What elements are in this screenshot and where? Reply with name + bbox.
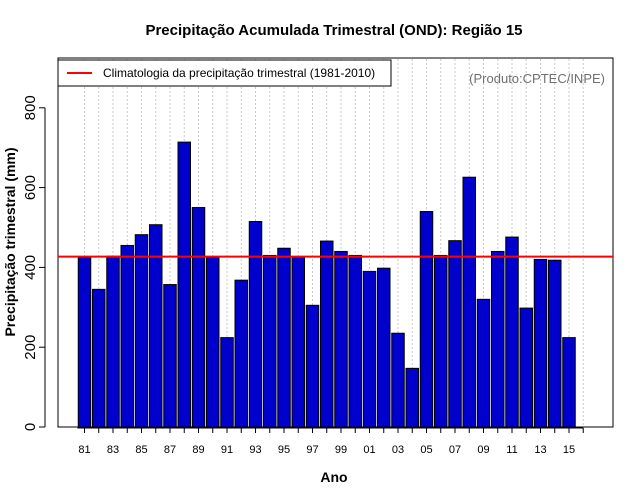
bar-99 xyxy=(334,250,348,428)
bar-81 xyxy=(77,256,92,428)
bar-15 xyxy=(562,337,576,428)
x-tick-label: 95 xyxy=(278,444,290,456)
bar-90 xyxy=(206,256,220,428)
bar-03 xyxy=(391,332,405,428)
bar-95 xyxy=(277,247,291,428)
x-tick-label: 01 xyxy=(363,444,375,456)
x-tick-label: 83 xyxy=(107,444,119,456)
x-axis: 81 83 85 87 89 91 93 95 97 99 01 03 05 07 09 11 13 15 xyxy=(77,427,584,456)
x-tick-label: 87 xyxy=(164,444,176,456)
y-tick-label: 800 xyxy=(22,95,39,120)
x-tick-label: 91 xyxy=(221,444,233,456)
bar-96 xyxy=(291,256,305,428)
x-tick-label: 13 xyxy=(534,444,546,456)
credit-text: (Produto:CPTEC/INPE) xyxy=(469,71,605,86)
bar-10 xyxy=(491,250,505,428)
bar-07 xyxy=(448,240,462,428)
x-tick-label: 03 xyxy=(392,444,404,456)
bar-92 xyxy=(234,279,248,428)
bar-11 xyxy=(505,236,519,428)
bar-89 xyxy=(191,207,206,428)
x-tick-label: 93 xyxy=(249,444,261,456)
y-tick-label: 600 xyxy=(22,175,39,200)
bar-83 xyxy=(106,255,120,428)
legend-label: Climatologia da precipitação trimestral … xyxy=(103,66,375,80)
bar-91 xyxy=(220,337,234,428)
x-tick-label: 99 xyxy=(335,444,347,456)
chart-title: Precipitação Acumulada Trimestral (OND):… xyxy=(145,22,522,39)
bar-00 xyxy=(348,254,362,428)
bar-05 xyxy=(419,211,434,428)
bar-14 xyxy=(548,259,562,428)
legend-box xyxy=(57,59,392,87)
y-tick-label: 200 xyxy=(22,335,39,360)
bar-82 xyxy=(92,288,106,428)
bar-88 xyxy=(177,141,191,428)
x-tick-label: 97 xyxy=(306,444,318,456)
x-tick-label: 89 xyxy=(192,444,204,456)
legend: Climatologia da precipitação trimestral … xyxy=(57,59,392,87)
bar-13 xyxy=(533,258,548,428)
bar-98 xyxy=(320,240,334,428)
bar-01 xyxy=(362,270,377,428)
bar-series xyxy=(77,141,576,428)
x-tick-label: 07 xyxy=(449,444,461,456)
x-tick-label: 81 xyxy=(78,444,90,456)
y-tick-label: 400 xyxy=(22,255,39,280)
bar-87 xyxy=(163,284,177,428)
bar-04 xyxy=(405,367,419,428)
bar-85 xyxy=(134,234,149,428)
x-tick-label: 05 xyxy=(420,444,432,456)
y-axis-label: Precipitação trimestral (mm) xyxy=(2,147,18,336)
y-tick-label: 0 xyxy=(22,423,39,431)
x-tick-label: 11 xyxy=(506,444,517,456)
bar-09 xyxy=(476,298,491,428)
bar-97 xyxy=(305,304,320,428)
bar-08 xyxy=(462,176,476,428)
bar-94 xyxy=(263,254,277,428)
bar-93 xyxy=(248,221,263,428)
bar-86 xyxy=(149,224,163,428)
y-axis: 0 200 400 600 800 xyxy=(22,95,46,431)
bar-84 xyxy=(120,244,134,428)
bar-02 xyxy=(377,267,391,428)
x-axis-label: Ano xyxy=(320,469,347,485)
x-tick-label: 85 xyxy=(135,444,147,456)
bar-06 xyxy=(434,254,448,428)
x-tick-label: 09 xyxy=(477,444,489,456)
x-tick-label: 15 xyxy=(563,444,575,456)
bar-12 xyxy=(519,307,533,428)
